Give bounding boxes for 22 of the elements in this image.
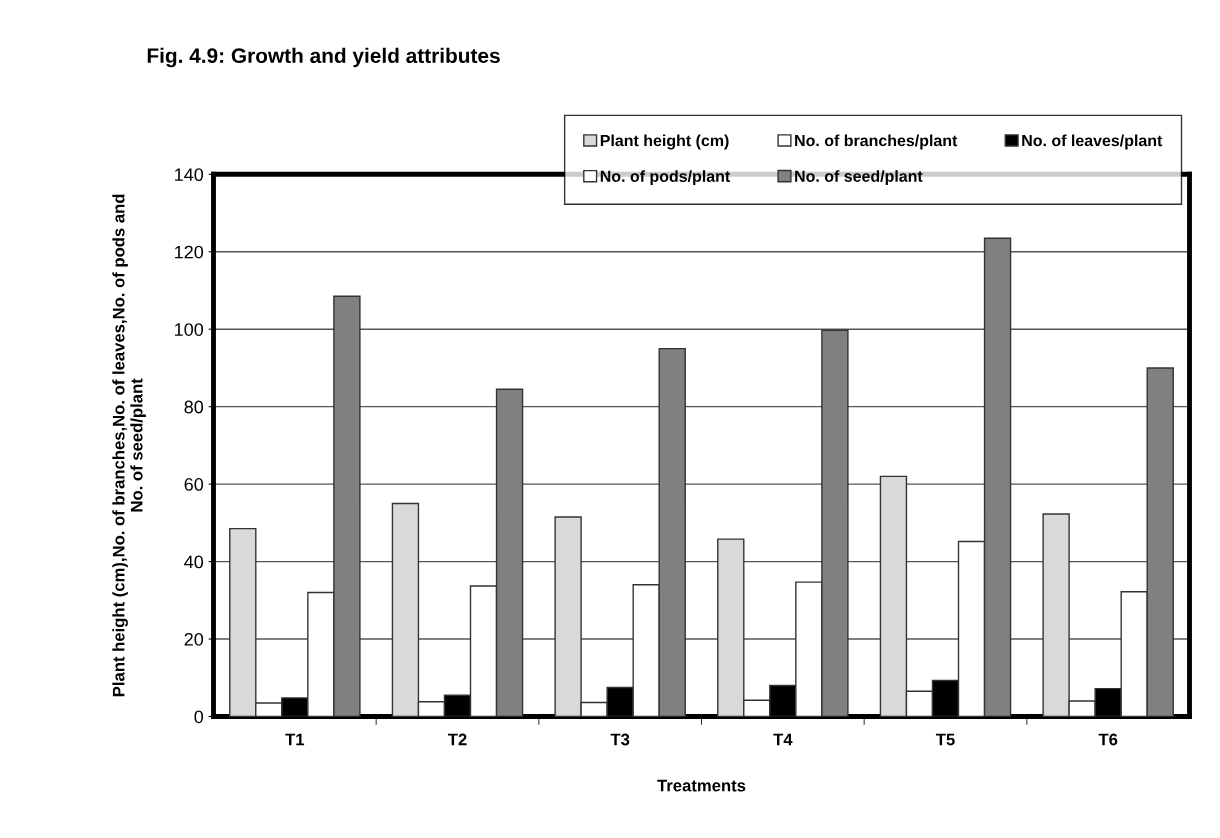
- y-axis-title: Plant height (cm),No. of branches,No. of leaves,No. of pods and No. of seed/plant: [112, 194, 146, 697]
- y-tick-label: 40: [184, 555, 204, 569]
- x-tick-label: T1: [285, 733, 305, 746]
- y-tick-label: 100: [175, 323, 204, 336]
- x-tick-label: T5: [935, 733, 955, 746]
- x-tick-label: T3: [610, 733, 630, 746]
- legend-label: No. of seed/plant: [795, 170, 923, 186]
- legend-label: No. of pods/plant: [600, 170, 730, 186]
- y-tick-label: 140: [175, 168, 204, 182]
- y-tick-label: 60: [184, 478, 204, 491]
- chart-title: Fig. 4.9: Growth and yield attributes: [147, 47, 500, 68]
- x-tick-label: T2: [447, 733, 467, 746]
- x-tick-label: T6: [1098, 733, 1118, 746]
- legend-label: Plant height (cm): [600, 134, 729, 150]
- x-axis-title: Treatments: [657, 779, 746, 792]
- y-tick-label: 120: [175, 245, 204, 259]
- legend-label: No. of leaves/plant: [1022, 134, 1163, 150]
- x-tick-label: T4: [773, 733, 793, 746]
- y-tick-label: 20: [184, 632, 204, 646]
- y-tick-label: 0: [194, 710, 204, 724]
- y-tick-label: 80: [184, 400, 204, 414]
- legend-label: No. of branches/plant: [795, 134, 958, 150]
